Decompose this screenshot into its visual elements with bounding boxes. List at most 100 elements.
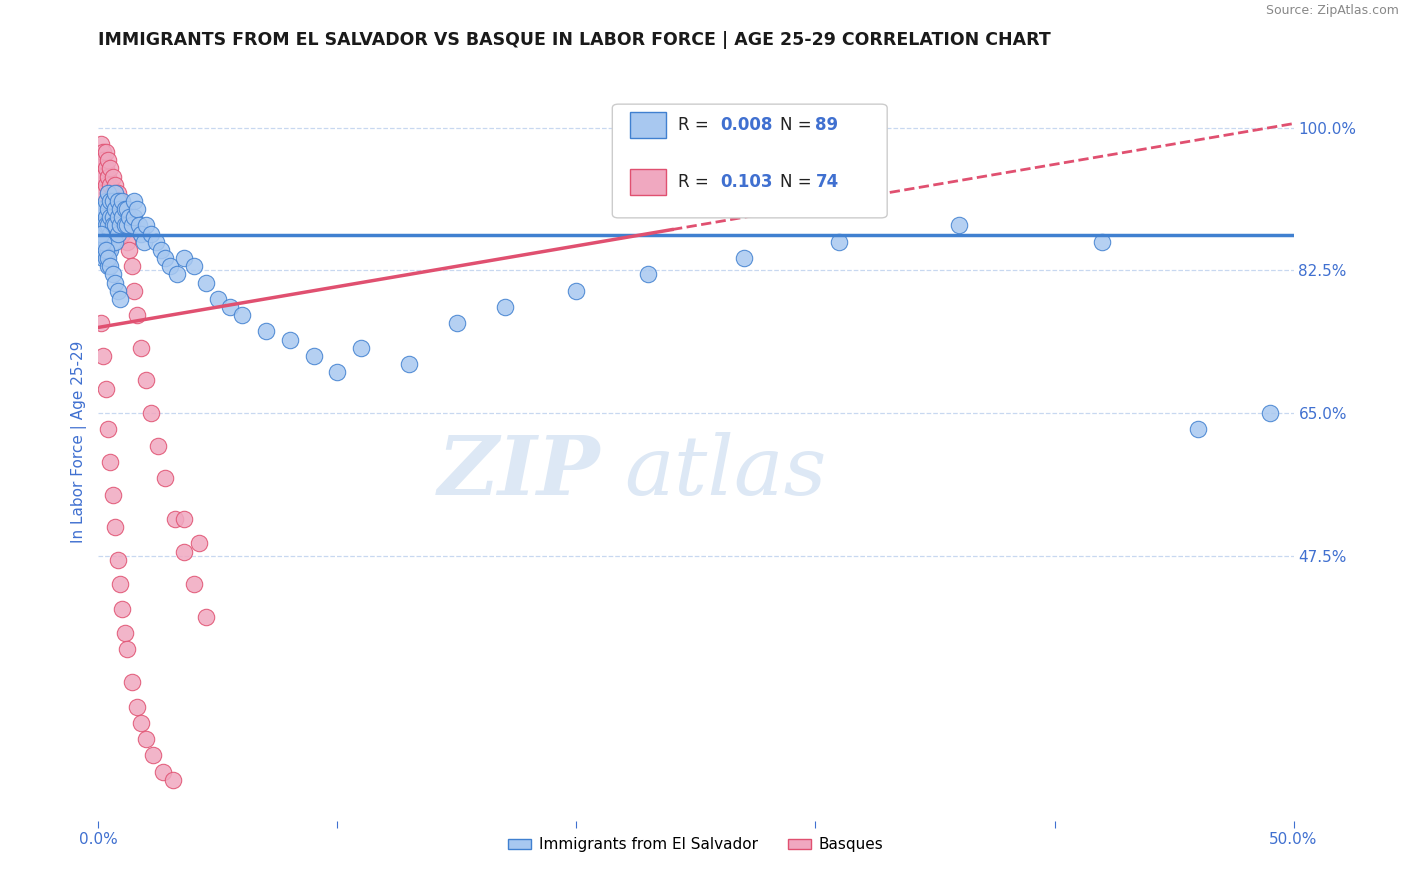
- FancyBboxPatch shape: [613, 104, 887, 218]
- Point: [135, 373, 157, 387]
- Point: [124, 211, 146, 225]
- Text: N =: N =: [780, 116, 817, 134]
- Point: [98, 194, 122, 208]
- Point: [91, 153, 114, 168]
- Point: [107, 211, 129, 225]
- Point: [91, 227, 114, 241]
- Point: [163, 512, 186, 526]
- Point: [101, 169, 124, 184]
- Point: [135, 732, 157, 747]
- Point: [101, 211, 124, 225]
- Point: [1258, 406, 1281, 420]
- Point: [91, 235, 114, 249]
- Point: [104, 520, 127, 534]
- Point: [162, 772, 184, 787]
- Point: [98, 161, 122, 176]
- Legend: Immigrants from El Salvador, Basques: Immigrants from El Salvador, Basques: [502, 831, 890, 858]
- Point: [111, 202, 134, 217]
- Point: [118, 243, 141, 257]
- Point: [637, 268, 659, 282]
- Point: [97, 211, 120, 225]
- Point: [97, 186, 120, 200]
- Point: [108, 577, 131, 591]
- Point: [101, 186, 124, 200]
- Point: [97, 243, 120, 257]
- Point: [152, 764, 174, 779]
- Point: [114, 219, 136, 233]
- FancyBboxPatch shape: [630, 169, 666, 195]
- Point: [149, 243, 172, 257]
- Point: [90, 219, 112, 233]
- Point: [97, 251, 120, 265]
- Point: [97, 202, 120, 217]
- Text: R =: R =: [678, 116, 714, 134]
- Point: [159, 259, 181, 273]
- Point: [97, 227, 120, 241]
- Point: [183, 577, 205, 591]
- Point: [94, 219, 117, 233]
- Point: [114, 626, 136, 640]
- Point: [231, 308, 253, 322]
- Point: [101, 219, 124, 233]
- Text: Source: ZipAtlas.com: Source: ZipAtlas.com: [1265, 4, 1399, 18]
- Point: [118, 211, 141, 225]
- Point: [90, 227, 112, 241]
- Text: N =: N =: [780, 173, 817, 191]
- Point: [107, 211, 129, 225]
- Point: [114, 219, 136, 233]
- Point: [101, 268, 124, 282]
- Point: [148, 439, 170, 453]
- Point: [124, 194, 146, 208]
- Point: [98, 211, 122, 225]
- Point: [104, 235, 127, 249]
- Point: [94, 251, 117, 265]
- Point: [948, 219, 970, 233]
- Point: [139, 406, 162, 420]
- Point: [107, 284, 129, 298]
- Point: [98, 455, 122, 469]
- Point: [97, 186, 120, 200]
- Point: [108, 219, 131, 233]
- Point: [101, 219, 124, 233]
- Point: [90, 243, 112, 257]
- Point: [494, 300, 516, 314]
- Point: [326, 365, 349, 379]
- Point: [91, 235, 114, 249]
- Point: [104, 211, 127, 225]
- Point: [111, 194, 134, 208]
- Point: [155, 471, 177, 485]
- Point: [101, 202, 124, 217]
- Point: [828, 235, 851, 249]
- Point: [115, 202, 138, 217]
- Point: [132, 235, 155, 249]
- Text: R =: R =: [678, 173, 714, 191]
- Text: 89: 89: [815, 116, 838, 134]
- Point: [254, 325, 277, 339]
- Point: [139, 227, 162, 241]
- Point: [114, 202, 136, 217]
- Point: [121, 259, 143, 273]
- Point: [98, 178, 122, 192]
- Text: atlas: atlas: [624, 432, 827, 512]
- Point: [94, 243, 117, 257]
- Point: [115, 642, 138, 657]
- Point: [91, 145, 114, 160]
- Point: [94, 161, 117, 176]
- Point: [91, 169, 114, 184]
- Point: [101, 487, 124, 501]
- Point: [111, 601, 134, 615]
- Point: [195, 276, 218, 290]
- Point: [90, 202, 112, 217]
- Point: [207, 292, 229, 306]
- Point: [107, 227, 129, 241]
- Point: [278, 333, 301, 347]
- Text: 0.008: 0.008: [720, 116, 772, 134]
- Point: [97, 153, 120, 168]
- Point: [173, 512, 195, 526]
- Point: [108, 202, 131, 217]
- Point: [121, 675, 143, 690]
- Point: [98, 259, 122, 273]
- Point: [173, 544, 195, 558]
- Point: [104, 202, 127, 217]
- Point: [135, 219, 157, 233]
